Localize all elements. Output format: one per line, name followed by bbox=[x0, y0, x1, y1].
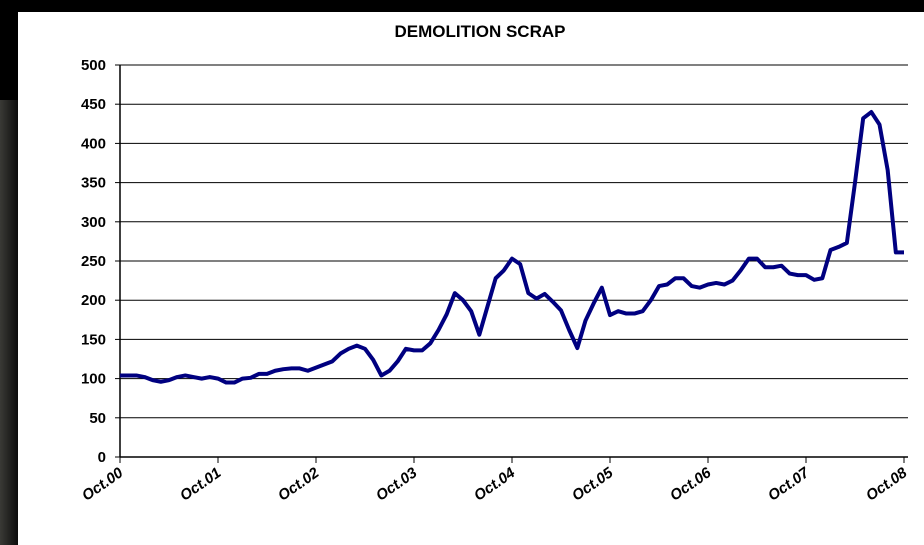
background-photo bbox=[0, 100, 18, 545]
y-tick-label: 400 bbox=[81, 135, 106, 152]
data-line bbox=[120, 110, 904, 385]
y-tick-label: 200 bbox=[81, 292, 106, 309]
y-tick-label: 450 bbox=[81, 96, 106, 113]
y-tick-label: 250 bbox=[81, 253, 106, 270]
y-tick-label: 500 bbox=[81, 57, 106, 74]
y-tick-label: 50 bbox=[89, 410, 106, 427]
y-tick-label: 100 bbox=[81, 371, 106, 388]
chart-panel bbox=[18, 12, 924, 545]
y-tick-label: 0 bbox=[98, 449, 106, 466]
y-tick-label: 300 bbox=[81, 214, 106, 231]
chart-title: DEMOLITION SCRAP bbox=[395, 22, 566, 41]
y-tick-label: 150 bbox=[81, 331, 106, 348]
y-tick-label: 350 bbox=[81, 175, 106, 192]
